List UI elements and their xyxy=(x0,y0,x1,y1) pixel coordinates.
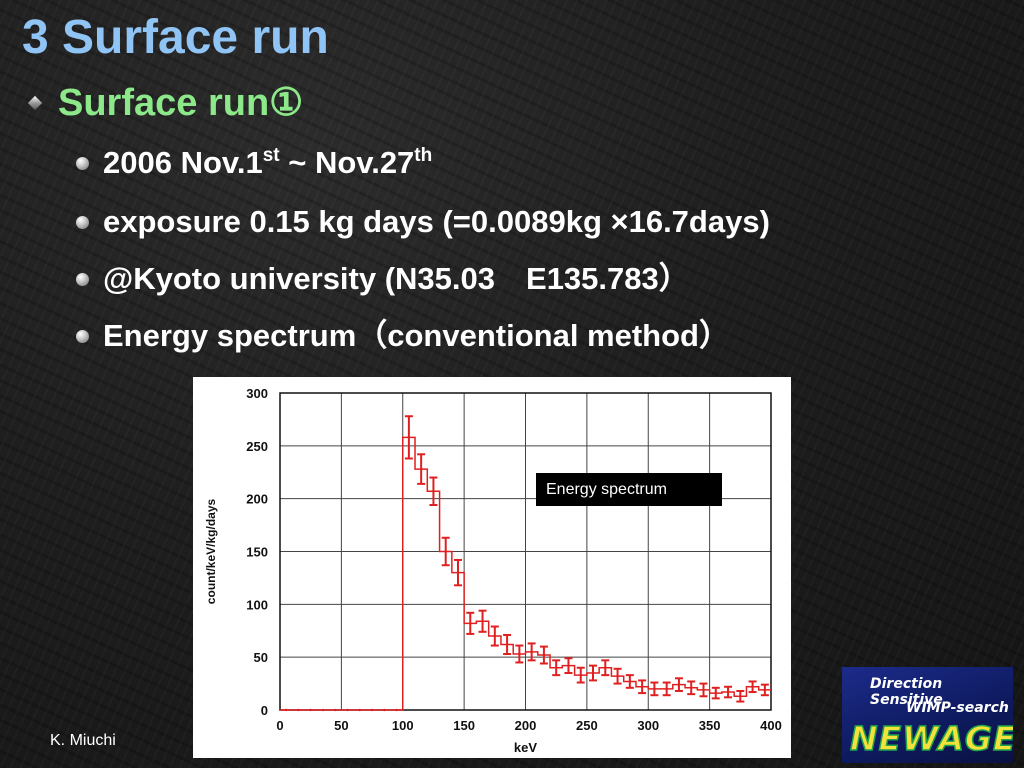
x-tick-label: 150 xyxy=(453,718,475,733)
author-name: K. Miuchi xyxy=(50,732,116,749)
spectrum-point xyxy=(284,708,288,712)
dot-bullet-icon xyxy=(76,272,89,286)
plot-frame xyxy=(279,392,772,711)
logo-wordmark: NEWAGE xyxy=(849,718,1013,759)
y-tick-label: 50 xyxy=(254,650,268,665)
bullet-spectrum: Energy spectrum（conventional method） xyxy=(76,316,730,356)
bullet-exposure-text: exposure 0.15 kg days (=0.0089kg ×16.7da… xyxy=(103,204,770,239)
dot-bullet-icon xyxy=(76,329,89,343)
spectrum-point xyxy=(370,708,374,712)
dot-bullet-icon xyxy=(76,156,89,170)
spectrum-point xyxy=(358,708,361,712)
newage-logo: Direction Sensitive WIMP-search NEWAGE xyxy=(842,667,1013,763)
y-tick-label: 250 xyxy=(246,439,268,454)
spectrum-point xyxy=(321,708,325,712)
x-tick-label: 350 xyxy=(699,718,721,733)
spectrum-point xyxy=(334,708,337,712)
spectrum-point xyxy=(309,708,312,712)
y-tick-label: 150 xyxy=(246,545,268,560)
x-tick-label: 0 xyxy=(276,718,283,733)
diamond-bullet-icon xyxy=(28,96,42,110)
y-axis-label: count/keV/kg/days xyxy=(204,498,218,604)
bullet-exposure: exposure 0.15 kg days (=0.0089kg ×16.7da… xyxy=(76,202,770,242)
y-tick-label: 0 xyxy=(261,703,268,718)
bullet-location: @Kyoto university (N35.03 E135.783） xyxy=(76,259,690,299)
chart-legend: Energy spectrum xyxy=(536,473,722,506)
section-heading: Surface run① xyxy=(58,82,304,124)
bullet-location-text: @Kyoto university (N35.03 E135.783） xyxy=(103,261,690,296)
y-tick-label: 100 xyxy=(246,597,268,612)
x-tick-label: 250 xyxy=(576,718,598,733)
x-tick-label: 100 xyxy=(392,718,414,733)
spectrum-point xyxy=(297,708,300,712)
spectrum-point xyxy=(395,708,398,712)
spectrum-point xyxy=(346,708,349,712)
y-tick-label: 300 xyxy=(246,386,268,401)
heading-bullet: Surface run① xyxy=(28,78,303,128)
bullet-dates-text: 2006 Nov.1st ~ Nov.27th xyxy=(103,145,433,180)
chart-svg: 0 50 100 150 200 250 300 350 400 0 50 100 150 200 250 3… xyxy=(204,386,782,755)
x-axis-label: keV xyxy=(514,740,537,755)
spectrum-point xyxy=(383,708,386,712)
y-tick-label: 200 xyxy=(246,492,268,507)
x-tick-label: 200 xyxy=(515,718,537,733)
dot-bullet-icon xyxy=(76,215,89,229)
energy-spectrum-chart: 0 50 100 150 200 250 300 350 400 0 50 100 150 200 250 3… xyxy=(193,377,791,758)
logo-line-1: Direction Sensitive xyxy=(870,676,943,708)
slide-title: 3 Surface run xyxy=(22,11,329,64)
logo-line-2: WIMP-search xyxy=(906,700,1009,716)
x-tick-label: 400 xyxy=(760,718,782,733)
bullet-spectrum-text: Energy spectrum（conventional method） xyxy=(103,318,730,353)
x-tick-label: 50 xyxy=(334,718,348,733)
bullet-dates: 2006 Nov.1st ~ Nov.27th xyxy=(76,143,432,183)
x-tick-label: 300 xyxy=(637,718,659,733)
